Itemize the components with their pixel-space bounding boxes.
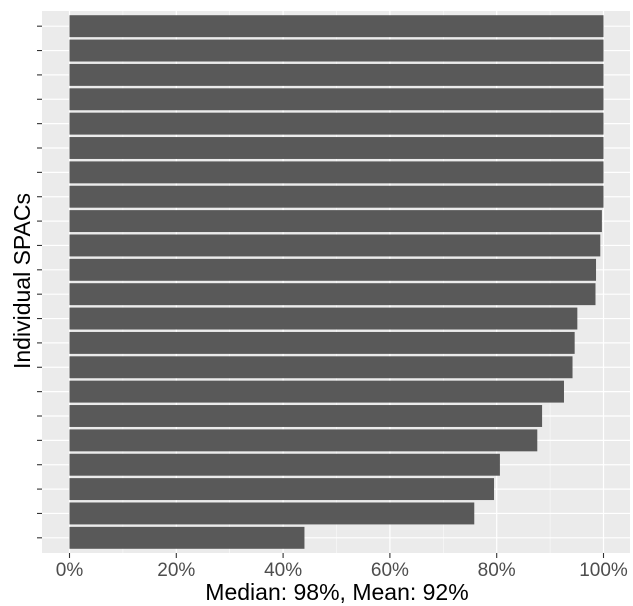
x-axis-tick-label: 80% <box>478 560 516 581</box>
bar <box>69 15 604 38</box>
bar <box>69 210 602 233</box>
x-axis-tick-label: 20% <box>157 560 195 581</box>
bar <box>69 39 604 62</box>
bar <box>69 88 604 111</box>
bar <box>69 137 604 159</box>
bar <box>69 405 543 427</box>
y-axis-ticks <box>37 25 42 539</box>
bar <box>69 185 604 208</box>
bar <box>69 429 538 452</box>
bar <box>69 161 604 184</box>
bar <box>69 356 573 379</box>
bar <box>69 283 596 306</box>
x-axis-ticks <box>68 553 605 558</box>
bar <box>69 380 564 403</box>
x-axis-tick-label: 0% <box>56 560 84 581</box>
bar <box>69 453 500 476</box>
x-axis-title: Median: 98%, Mean: 92% <box>205 579 468 605</box>
bar <box>69 502 475 525</box>
x-axis-tick-labels: 0% 20% 40% 60% 80% 100% <box>56 560 628 581</box>
x-axis-tick-label: 60% <box>371 560 409 581</box>
bar <box>69 307 578 330</box>
x-axis-tick-label: 40% <box>264 560 302 581</box>
bar <box>69 63 604 86</box>
bar <box>69 478 495 501</box>
bar <box>69 526 305 549</box>
bar <box>69 112 604 135</box>
bars <box>69 15 604 549</box>
bar <box>69 234 601 257</box>
bar <box>69 258 597 281</box>
y-axis-title: Individual SPACs <box>9 193 35 369</box>
bar <box>69 331 575 354</box>
x-axis-tick-label: 100% <box>579 560 628 581</box>
